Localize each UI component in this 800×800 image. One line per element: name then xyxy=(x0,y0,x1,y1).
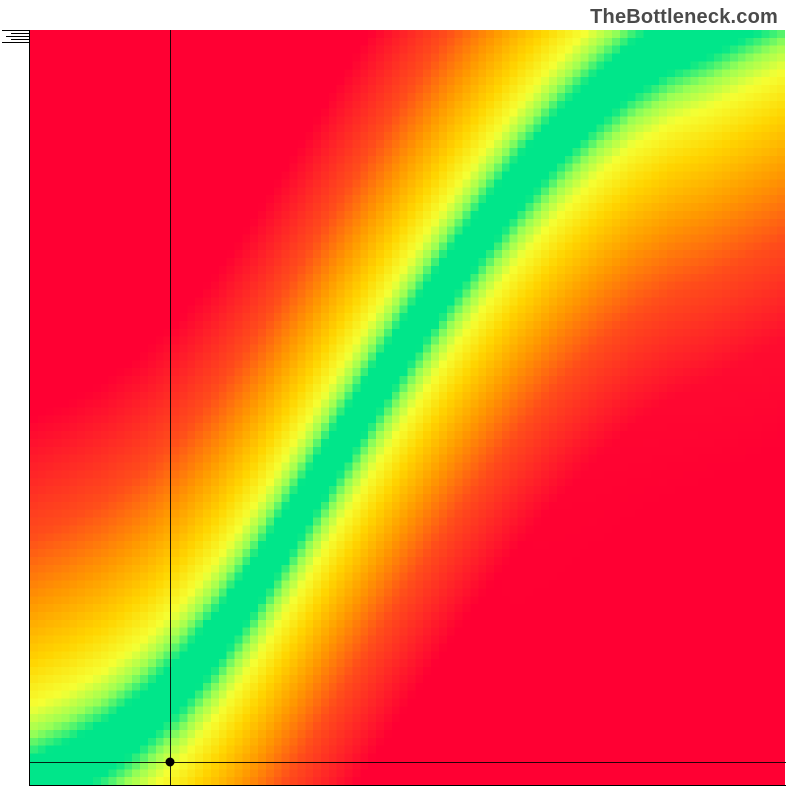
y-tick xyxy=(11,33,29,34)
crosshair-vertical xyxy=(170,30,171,786)
heatmap-canvas xyxy=(30,30,785,785)
x-axis xyxy=(29,785,786,786)
marker-dot xyxy=(166,758,175,767)
y-tick xyxy=(6,36,29,37)
crosshair-horizontal xyxy=(30,762,786,763)
y-tick xyxy=(2,42,29,43)
watermark-text: TheBottleneck.com xyxy=(590,6,778,29)
y-axis-top-ticks xyxy=(0,30,29,48)
y-tick xyxy=(11,39,29,40)
plot-area xyxy=(30,30,785,785)
y-tick xyxy=(2,30,29,31)
chart-container: TheBottleneck.com xyxy=(0,0,800,800)
y-axis xyxy=(29,30,30,786)
